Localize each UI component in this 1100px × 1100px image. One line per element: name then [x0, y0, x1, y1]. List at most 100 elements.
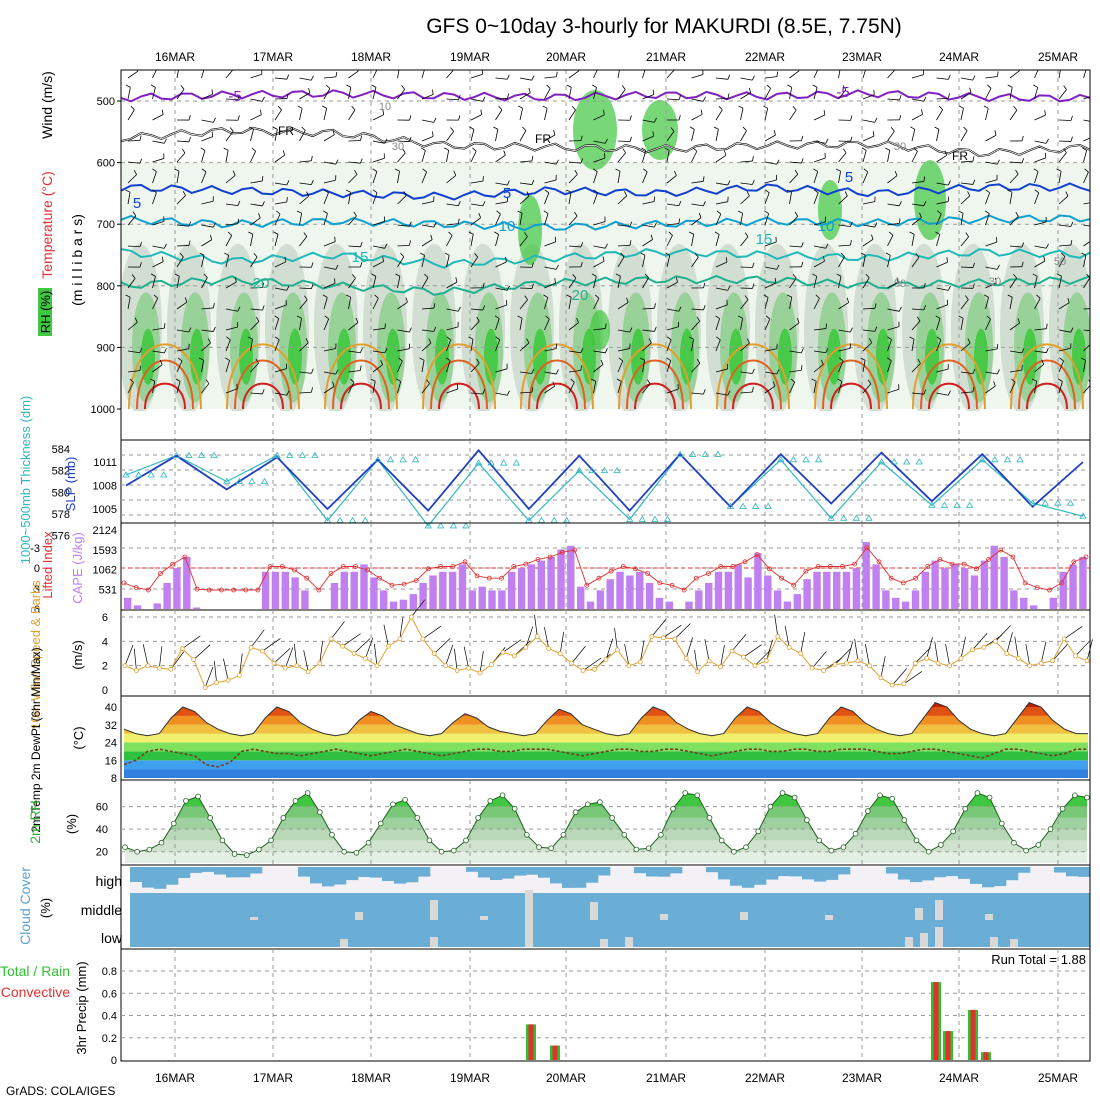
- wind-barb: [201, 360, 205, 373]
- wind-barb-flag: [580, 242, 584, 248]
- wind-barb-flag: [1007, 294, 1013, 298]
- wind-barb: [715, 201, 728, 205]
- wind10-marker: [1084, 658, 1090, 664]
- wind-barb-flag: [840, 252, 845, 257]
- wind-barb-flag: [545, 315, 550, 320]
- wind-barb: [421, 200, 434, 205]
- wind10-marker: [397, 636, 403, 642]
- wind-barb: [176, 224, 189, 227]
- temp-hump: [340, 382, 382, 410]
- wind-barb-flag: [332, 381, 335, 387]
- wind-barb-flag: [1021, 261, 1024, 267]
- li-ylabel: Lifted Index: [40, 531, 55, 599]
- wind-barb: [201, 307, 214, 310]
- wind-barb-flag: [371, 84, 377, 88]
- thickness-marker: [802, 456, 810, 463]
- cape-bar: [458, 564, 467, 609]
- wind-barb-flag: [248, 126, 254, 130]
- wind-barb-flag: [346, 294, 351, 298]
- wind-barb: [323, 213, 328, 226]
- rh-plume-core: [729, 328, 743, 385]
- li-marker: [998, 547, 1004, 553]
- wind-barb-flag: [476, 358, 480, 364]
- thickness-marker: [600, 466, 609, 474]
- wind-barb: [225, 388, 238, 394]
- wind-barb-flag: [175, 378, 181, 382]
- wind-barb: [519, 77, 532, 81]
- wind-barb-flag: [152, 189, 157, 193]
- wind-barb: [715, 182, 728, 186]
- wind-barb-flag: [256, 316, 260, 322]
- wind-barb: [789, 87, 793, 100]
- wind-barb: [323, 76, 336, 79]
- wind-barb-flag: [1070, 221, 1074, 227]
- wind-barb-flag: [603, 109, 605, 115]
- cape-bar: [1020, 597, 1028, 609]
- wind10-barb: [704, 639, 710, 661]
- wind-barb: [740, 130, 747, 142]
- wind-barb: [495, 129, 499, 142]
- rh-marker: [852, 830, 859, 837]
- thickness-marker: [965, 501, 974, 508]
- wind-barb-flag: [275, 210, 281, 215]
- wind-barb: [274, 154, 286, 163]
- wind-barb: [1083, 224, 1090, 227]
- cloud-high-bar: [562, 867, 575, 888]
- wind-barb-flag: [531, 262, 534, 268]
- wind-barb: [127, 174, 137, 184]
- rh-marker: [597, 799, 603, 805]
- wind-barb-flag: [867, 379, 872, 385]
- wind-barb-flag: [967, 338, 971, 344]
- rh-plume-core: [337, 328, 351, 385]
- cloud-high-bar: [910, 867, 923, 883]
- wind-barb: [519, 391, 532, 394]
- cape-bar: [409, 594, 417, 609]
- wind-barb: [593, 171, 598, 184]
- rh-legend-swatch: [38, 288, 52, 336]
- wind-barb: [127, 192, 131, 205]
- wind10-barb: [559, 631, 565, 654]
- wind-barb: [862, 171, 869, 184]
- cloud-high-bar: [154, 867, 167, 889]
- slp-tick: 1008: [93, 481, 117, 493]
- wind-barb: [764, 76, 777, 79]
- li-marker: [413, 578, 419, 583]
- wind-barb-flag: [274, 315, 279, 319]
- cape-bar: [872, 564, 880, 609]
- contour-label: 5: [845, 169, 853, 186]
- wind-barb: [642, 94, 654, 100]
- wind-barb-flag: [872, 131, 875, 137]
- wind-barb: [1034, 328, 1047, 331]
- wind-barb-flag: [303, 232, 308, 237]
- wind-barb: [446, 235, 453, 247]
- wind-barb: [127, 109, 135, 121]
- cloud-high-bar: [1006, 867, 1019, 881]
- contour-label: 30: [894, 141, 906, 153]
- li-marker: [182, 554, 188, 560]
- wind-barb-flag: [382, 109, 385, 115]
- rh-marker: [195, 793, 201, 800]
- wind-barb-flag: [665, 252, 670, 256]
- wind10-barb: [525, 626, 534, 648]
- wind10-tick: 4: [102, 636, 108, 648]
- ytick-label: 900: [97, 342, 115, 354]
- wind-barb: [666, 203, 679, 207]
- rh-upper-patch: [573, 90, 617, 170]
- ytick-label: 500: [97, 96, 115, 108]
- cloud-high-bar: [826, 867, 839, 880]
- cape-bar: [547, 556, 555, 609]
- cape-bar: [419, 583, 427, 609]
- wind-barb: [985, 282, 997, 289]
- wind-barb: [323, 134, 335, 142]
- wind-barb: [323, 348, 336, 352]
- wind10-barb: [800, 631, 806, 654]
- wind10-marker: [489, 662, 494, 667]
- thickness-marker: [122, 471, 130, 478]
- wind-barb: [250, 321, 260, 331]
- wind-barb-flag: [842, 148, 847, 153]
- wind-barb-flag: [715, 315, 720, 319]
- wind-barb-flag: [125, 294, 131, 298]
- cape-bar: [1079, 556, 1087, 609]
- rh-marker: [864, 808, 871, 814]
